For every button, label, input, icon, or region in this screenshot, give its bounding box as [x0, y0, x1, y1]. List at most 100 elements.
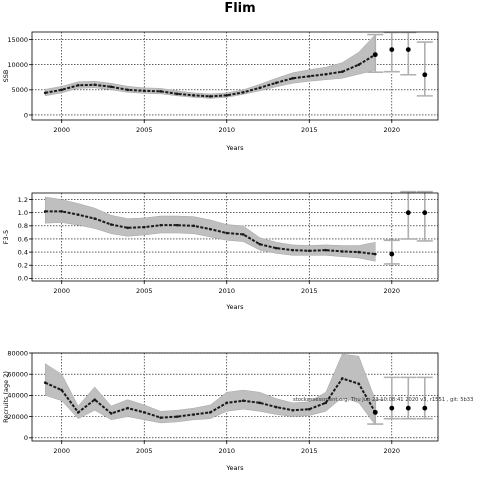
- chart1-estimate-point: [357, 63, 361, 66]
- chart-panel-2: 2000 2005 2010 2015 2020 0.0 0.2 0.4 0.6 0.8 1.0 1.…: [2, 190, 439, 311]
- chart2-y-axis-label: F3-5: [2, 230, 10, 244]
- chart3-estimate-point: [340, 377, 344, 380]
- chart1-y-tick-label: 10000: [7, 61, 28, 69]
- chart2-estimate-point: [175, 223, 179, 227]
- chart1-estimate-point: [208, 95, 212, 98]
- chart3-estimate-point: [258, 401, 262, 405]
- chart2-estimate-point: [192, 224, 196, 228]
- chart3-forecast-point: [422, 405, 428, 411]
- chart1-estimate-point: [307, 74, 311, 78]
- chart1-estimate-point: [340, 70, 344, 74]
- chart1-estimate-point: [43, 91, 47, 95]
- chart3-y-tick-label: 60000: [7, 371, 28, 379]
- chart2-estimate-point: [340, 250, 344, 253]
- chart3-estimate-point: [307, 407, 311, 411]
- chart1-x-axis-label: Years: [225, 144, 244, 152]
- chart1-forecast-point: [389, 47, 395, 52]
- chart3-x-tick-label: 2005: [136, 447, 153, 455]
- chart1-plot-frame: [31, 31, 439, 121]
- chart1-estimate-point: [76, 84, 80, 87]
- chart2-y-tick-label: 0.8: [18, 222, 28, 230]
- chart1-estimate-point: [225, 94, 229, 97]
- chart3-y-tick-label: 80000: [7, 349, 28, 357]
- chart2-estimate-point: [274, 246, 278, 250]
- chart2-estimate-point: [76, 213, 80, 216]
- stockassessment-watermark: stockassessment.org, Thu Jun 23 10:08:41…: [293, 397, 473, 403]
- chart2-forecast-point: [422, 210, 428, 216]
- chart1-estimate-point: [109, 85, 113, 89]
- chart1-estimate-point: [258, 86, 262, 90]
- chart2-y-tick-label: 1.2: [18, 196, 28, 204]
- chart3-estimate-point: [93, 398, 97, 401]
- chart3-plot-frame: [31, 352, 439, 442]
- chart1-confidence-band: [45, 34, 376, 99]
- chart3-estimate-point: [357, 382, 361, 386]
- chart1-estimate-point: [60, 88, 64, 92]
- chart3-estimate-point: [241, 399, 245, 403]
- chart3-forecast-point: [389, 405, 395, 411]
- chart1-x-tick-label: 2010: [218, 126, 235, 134]
- chart3-estimate-point: [192, 413, 196, 416]
- chart2-y-tick-label: 0.2: [18, 262, 28, 270]
- chart3-x-axis-label: Years: [225, 464, 244, 472]
- chart3-estimate-point: [225, 401, 229, 405]
- chart3-estimate-point: [159, 416, 163, 419]
- chart3-estimate-point: [109, 412, 113, 415]
- chart-panel-1: 2000 2005 2010 2015 2020 0 5000 10000 15000 Years…: [2, 31, 439, 152]
- chart-panels: 2000 2005 2010 2015 2020 0 5000 10000 15000 Years…: [2, 31, 439, 472]
- chart1-y-tick-label: 0: [24, 111, 28, 119]
- chart3-estimate-point: [142, 411, 146, 414]
- chart3-x-tick-label: 2015: [301, 447, 318, 455]
- chart2-x-tick-label: 2010: [218, 287, 235, 295]
- chart1-estimate-point: [241, 91, 245, 94]
- figure-title: Flim: [224, 1, 255, 16]
- chart1-x-tick-label: 2000: [53, 126, 70, 134]
- chart2-y-tick-label: 1.0: [18, 209, 28, 217]
- chart2-estimate-point: [109, 223, 113, 226]
- chart-panel-3: 2000 2005 2010 2015 2020 0 20000 40000 60000 8000…: [2, 349, 439, 472]
- chart2-x-tick-label: 2000: [53, 287, 70, 295]
- chart2-forecast-point: [405, 210, 411, 216]
- chart3-estimate-point: [208, 411, 212, 414]
- chart1-estimate-point: [93, 83, 97, 87]
- chart2-x-tick-label: 2005: [136, 287, 153, 295]
- chart2-estimate-point: [373, 252, 377, 256]
- chart3-estimate-point: [43, 381, 47, 384]
- chart2-estimate-point: [324, 248, 328, 252]
- chart3-estimate-point: [126, 406, 130, 410]
- chart3-x-tick-label: 2010: [218, 447, 235, 455]
- chart1-forecast-point: [405, 47, 411, 52]
- chart1-y-tick-label: 15000: [7, 36, 28, 44]
- chart3-forecast-point: [372, 409, 378, 415]
- chart3-estimate-point: [274, 405, 278, 409]
- chart3-estimate-point: [324, 401, 328, 405]
- chart3-x-tick-label: 2020: [384, 447, 401, 455]
- chart2-estimate-point: [241, 233, 245, 236]
- chart3-y-tick-label: 20000: [7, 413, 28, 421]
- chart1-y-axis-label: SSB: [2, 70, 10, 83]
- chart1-x-tick-label: 2015: [301, 126, 318, 134]
- chart3-confidence-band: [45, 353, 376, 426]
- chart2-estimate-point: [142, 225, 146, 229]
- chart2-forecast-point: [389, 251, 395, 257]
- chart2-x-axis-label: Years: [225, 303, 244, 311]
- chart1-estimate-point: [126, 88, 130, 92]
- chart1-estimate-point: [142, 89, 146, 93]
- chart2-estimate-point: [225, 231, 229, 235]
- chart2-estimate-point: [357, 250, 361, 254]
- chart2-estimate-point: [93, 217, 97, 220]
- chart2-estimate-point: [307, 249, 311, 253]
- chart1-estimate-point: [291, 76, 295, 80]
- chart2-estimate-point: [126, 226, 130, 230]
- chart3-y-tick-label: 0: [24, 434, 28, 442]
- chart1-estimate-point: [192, 94, 196, 97]
- chart3-x-tick-label: 2000: [53, 447, 70, 455]
- chart1-estimate-point: [175, 92, 179, 96]
- chart2-estimate-point: [43, 210, 47, 213]
- chart2-y-tick-label: 0.6: [18, 235, 28, 243]
- chart1-estimate-point: [274, 81, 278, 85]
- chart1-estimate-point: [324, 72, 328, 76]
- chart3-y-tick-label: 40000: [7, 392, 28, 400]
- chart3-estimate-point: [60, 388, 64, 392]
- chart2-y-tick-label: 0.0: [18, 275, 28, 283]
